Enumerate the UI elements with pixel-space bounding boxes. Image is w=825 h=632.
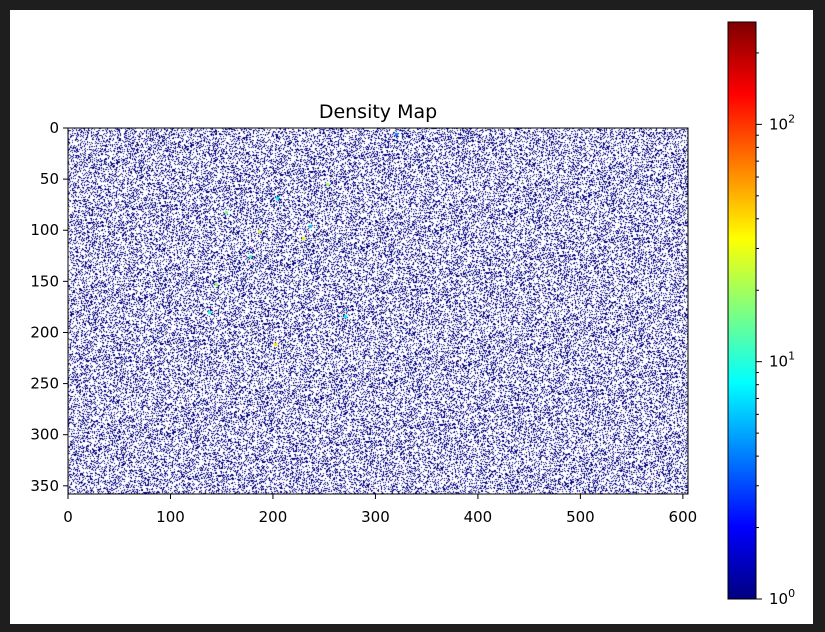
x-tick-label: 200 xyxy=(259,508,288,526)
x-axis: 0 100 200 300 400 500 600 xyxy=(63,494,697,526)
x-tick-label: 400 xyxy=(464,508,493,526)
y-tick-label: 100 xyxy=(30,221,59,239)
plot-frame xyxy=(67,127,689,495)
y-tick-label: 150 xyxy=(30,272,59,290)
x-tick-label: 100 xyxy=(156,508,185,526)
x-tick-label: 300 xyxy=(361,508,390,526)
x-tick-label: 600 xyxy=(669,508,698,526)
heatmap-image xyxy=(68,128,688,494)
colorbar-ticks: 100 101 102 xyxy=(756,52,795,608)
y-tick-label: 200 xyxy=(30,323,59,341)
x-tick-label: 500 xyxy=(566,508,595,526)
x-tick-label: 0 xyxy=(63,508,73,526)
y-tick-label: 300 xyxy=(30,426,59,444)
colorbar: 100 101 102 xyxy=(727,21,795,608)
y-tick-label: 350 xyxy=(30,477,59,495)
heatmap-raster xyxy=(68,128,688,494)
colorbar-tick-label: 102 xyxy=(769,112,795,133)
y-tick-label: 250 xyxy=(30,375,59,393)
colorbar-tick-label: 101 xyxy=(769,350,795,371)
colorbar-frame xyxy=(727,21,757,600)
colorbar-tick-label: 100 xyxy=(769,587,795,608)
heatmap-axes: 0 100 200 300 400 500 600 0 50 100 150 200 250 300 35… xyxy=(30,119,697,526)
y-tick-label: 50 xyxy=(40,170,59,188)
chart-title: Density Map xyxy=(319,101,437,123)
colorbar-gradient xyxy=(728,22,756,599)
y-axis: 0 50 100 150 200 250 300 350 xyxy=(30,119,68,495)
y-tick-label: 0 xyxy=(49,119,59,137)
